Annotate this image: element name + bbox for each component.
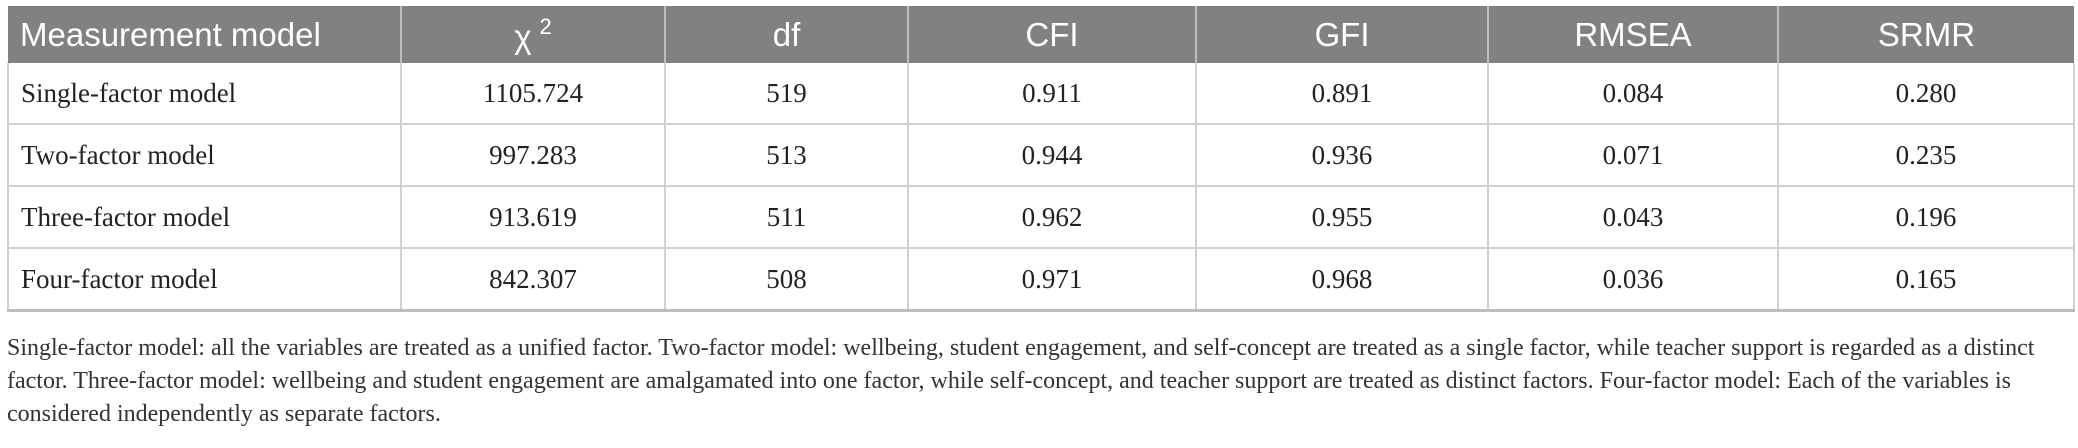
cell-rmsea: 0.036 <box>1488 248 1779 312</box>
cell-gfi: 0.936 <box>1196 124 1489 187</box>
header-rmsea: RMSEA <box>1488 6 1779 63</box>
cell-rmsea: 0.084 <box>1488 63 1779 125</box>
cell-rmsea: 0.043 <box>1488 186 1779 249</box>
cell-gfi: 0.891 <box>1196 63 1489 125</box>
cell-cfi: 0.944 <box>908 124 1197 187</box>
cell-srmr: 0.196 <box>1778 186 2075 249</box>
header-measurement-model: Measurement model <box>8 6 402 63</box>
cell-df: 508 <box>665 248 909 312</box>
cell-gfi: 0.968 <box>1196 248 1489 312</box>
cell-chi-square: 842.307 <box>401 248 666 312</box>
table-row: Three-factor model 913.619 511 0.962 0.9… <box>7 186 2075 249</box>
cell-chi-square: 913.619 <box>401 186 666 249</box>
cell-srmr: 0.165 <box>1778 248 2075 312</box>
chi-symbol: χ <box>514 17 532 55</box>
cell-cfi: 0.971 <box>908 248 1197 312</box>
cell-df: 513 <box>665 124 909 187</box>
cell-cfi: 0.962 <box>908 186 1197 249</box>
cell-srmr: 0.280 <box>1778 63 2075 125</box>
cell-chi-square: 997.283 <box>401 124 666 187</box>
cell-cfi: 0.911 <box>908 63 1197 125</box>
cell-model-name: Two-factor model <box>7 124 402 187</box>
table-row: Single-factor model 1105.724 519 0.911 0… <box>7 63 2075 125</box>
cell-srmr: 0.235 <box>1778 124 2075 187</box>
cell-model-name: Four-factor model <box>7 248 402 312</box>
table-row: Two-factor model 997.283 513 0.944 0.936… <box>7 124 2075 187</box>
cell-df: 519 <box>665 63 909 125</box>
header-gfi: GFI <box>1196 6 1489 63</box>
header-df: df <box>665 6 909 63</box>
table-body: Single-factor model 1105.724 519 0.911 0… <box>7 63 2075 312</box>
header-cfi: CFI <box>908 6 1197 63</box>
cell-gfi: 0.955 <box>1196 186 1489 249</box>
table-row: Four-factor model 842.307 508 0.971 0.96… <box>7 248 2075 312</box>
header-srmr: SRMR <box>1778 6 2074 63</box>
cell-rmsea: 0.071 <box>1488 124 1779 187</box>
chi-superscript: 2 <box>539 13 552 39</box>
cell-df: 511 <box>665 186 909 249</box>
cell-model-name: Single-factor model <box>7 63 402 125</box>
table-footnote: Single-factor model: all the variables a… <box>7 335 2035 427</box>
cell-chi-square: 1105.724 <box>401 63 666 125</box>
cell-model-name: Three-factor model <box>7 186 402 249</box>
